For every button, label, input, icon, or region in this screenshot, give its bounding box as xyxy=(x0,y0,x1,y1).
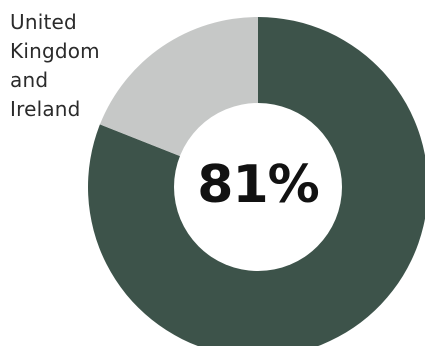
slice-united-kingdom-and-ireland xyxy=(88,17,425,346)
segment-label-united-kingdom-and-ireland: United Kingdom and Ireland xyxy=(10,10,100,121)
center-percentage-label: 81% xyxy=(197,155,318,215)
donut-hole xyxy=(174,103,342,271)
